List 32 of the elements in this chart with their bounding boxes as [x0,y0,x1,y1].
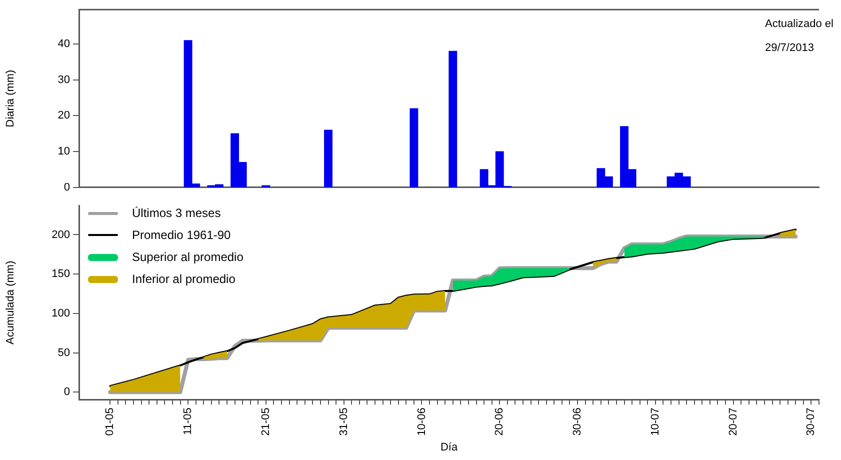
x-tick-label: 21-05 [260,408,272,436]
y-tick-label: 200 [52,228,70,241]
y-axis-title: Acumulada (mm) [4,260,17,345]
x-tick-label: 10-06 [416,408,428,436]
x-tick-label: 01-05 [104,408,116,436]
y-tick-label: 20 [58,110,70,122]
bar [410,108,418,188]
y-axis-title: Diaria (mm) [4,70,17,128]
x-tick-label: 30-06 [572,408,584,436]
x-tick-label: 31-05 [338,408,350,436]
legend-label: Últimos 3 meses [132,206,221,220]
x-tick-label: 30-07 [805,408,818,436]
x-tick-label: 20-07 [727,408,740,436]
x-tick-label: 10-07 [649,408,662,436]
x-axis-title: Día [440,441,458,454]
x-tick-label: 11-05 [182,408,194,435]
legend-label: Promedio 1961-90 [132,228,231,242]
y-tick-label: 40 [58,38,70,50]
x-tick-label: 20-06 [494,408,506,436]
y-tick-label: 0 [64,181,70,194]
y-tick-label: 50 [58,346,70,359]
legend-label: Superior al promedio [132,250,244,264]
y-tick-label: 100 [52,307,70,320]
legend-label: Inferior al promedio [132,272,236,286]
y-tick-label: 30 [58,74,70,86]
y-tick-label: 0 [64,386,70,398]
bar [448,50,458,188]
annotation: 29/7/2013 [765,41,815,56]
annotation: Actualizado el [765,17,834,32]
y-tick-label: 10 [58,146,70,158]
bar [324,130,332,188]
y-tick-label: 150 [52,268,70,280]
